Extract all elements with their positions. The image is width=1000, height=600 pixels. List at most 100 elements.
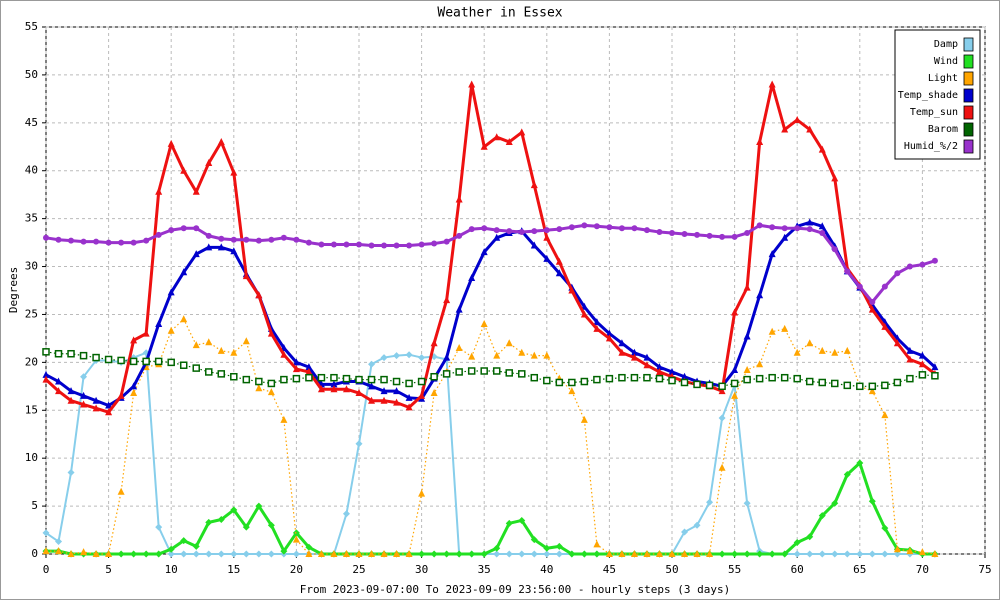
marker bbox=[255, 550, 263, 558]
series-line bbox=[44, 82, 936, 414]
marker bbox=[68, 237, 75, 244]
marker bbox=[805, 377, 814, 386]
marker bbox=[205, 243, 213, 251]
y-tick-label: 50 bbox=[25, 68, 38, 81]
marker bbox=[493, 133, 501, 141]
marker bbox=[918, 360, 926, 368]
marker bbox=[718, 387, 726, 395]
marker bbox=[530, 241, 538, 249]
marker bbox=[568, 550, 576, 558]
marker bbox=[92, 396, 100, 404]
marker bbox=[731, 308, 739, 316]
legend-label: Barom bbox=[928, 124, 958, 135]
marker bbox=[818, 222, 826, 230]
marker bbox=[643, 227, 650, 234]
marker bbox=[268, 236, 275, 243]
marker bbox=[192, 550, 200, 558]
marker bbox=[155, 231, 162, 238]
marker bbox=[292, 535, 300, 543]
marker bbox=[230, 550, 238, 558]
legend-label: Light bbox=[928, 73, 958, 84]
marker bbox=[468, 274, 476, 282]
marker bbox=[530, 351, 538, 359]
marker bbox=[393, 352, 401, 360]
marker bbox=[818, 145, 826, 153]
marker bbox=[731, 550, 739, 558]
marker bbox=[793, 550, 801, 558]
marker bbox=[806, 218, 814, 226]
marker bbox=[393, 550, 401, 557]
marker bbox=[731, 366, 739, 374]
marker bbox=[606, 224, 613, 231]
marker bbox=[893, 550, 901, 558]
y-tick-label: 10 bbox=[25, 451, 38, 464]
marker bbox=[443, 238, 450, 245]
marker bbox=[530, 373, 539, 382]
marker bbox=[856, 382, 864, 391]
marker bbox=[230, 247, 238, 255]
marker bbox=[793, 348, 801, 356]
marker bbox=[342, 550, 350, 557]
marker bbox=[793, 374, 801, 383]
marker bbox=[543, 376, 551, 385]
marker bbox=[931, 372, 939, 380]
marker bbox=[706, 550, 714, 557]
marker bbox=[831, 246, 838, 253]
marker bbox=[292, 529, 300, 537]
marker bbox=[368, 550, 376, 557]
marker bbox=[205, 518, 213, 526]
marker bbox=[931, 550, 939, 557]
marker bbox=[305, 239, 312, 246]
marker bbox=[80, 400, 88, 408]
marker bbox=[518, 550, 526, 558]
marker bbox=[405, 403, 413, 411]
marker bbox=[280, 350, 288, 358]
marker bbox=[242, 375, 251, 384]
marker bbox=[180, 225, 187, 232]
marker bbox=[530, 536, 538, 544]
marker bbox=[718, 382, 726, 391]
marker bbox=[355, 375, 363, 384]
marker bbox=[643, 353, 651, 361]
marker bbox=[931, 363, 939, 371]
x-tick-label: 20 bbox=[290, 563, 303, 576]
marker bbox=[267, 521, 275, 529]
marker bbox=[731, 233, 738, 240]
marker bbox=[117, 391, 125, 399]
marker bbox=[217, 370, 226, 378]
marker bbox=[668, 550, 676, 557]
marker bbox=[844, 268, 851, 275]
marker bbox=[706, 498, 714, 506]
marker bbox=[868, 387, 876, 395]
marker bbox=[555, 269, 563, 277]
marker bbox=[793, 115, 801, 123]
marker bbox=[355, 550, 363, 557]
marker bbox=[368, 396, 376, 404]
marker bbox=[154, 357, 163, 366]
marker bbox=[781, 233, 789, 241]
marker bbox=[593, 550, 601, 558]
marker bbox=[180, 550, 188, 558]
marker bbox=[655, 367, 663, 375]
marker bbox=[781, 125, 789, 133]
x-tick-label: 55 bbox=[728, 563, 741, 576]
marker bbox=[305, 373, 313, 382]
x-tick-label: 75 bbox=[978, 563, 991, 576]
marker bbox=[655, 363, 663, 371]
marker bbox=[443, 353, 451, 361]
marker bbox=[192, 341, 200, 349]
marker bbox=[530, 550, 538, 558]
marker bbox=[693, 380, 701, 389]
marker bbox=[80, 373, 88, 381]
marker bbox=[67, 550, 75, 557]
marker bbox=[555, 257, 563, 265]
marker bbox=[580, 310, 588, 318]
marker bbox=[868, 550, 876, 558]
marker bbox=[780, 373, 789, 382]
marker bbox=[881, 411, 889, 419]
marker bbox=[743, 332, 751, 340]
marker bbox=[581, 222, 588, 229]
marker bbox=[743, 366, 751, 374]
marker bbox=[242, 550, 250, 558]
marker bbox=[655, 550, 663, 557]
